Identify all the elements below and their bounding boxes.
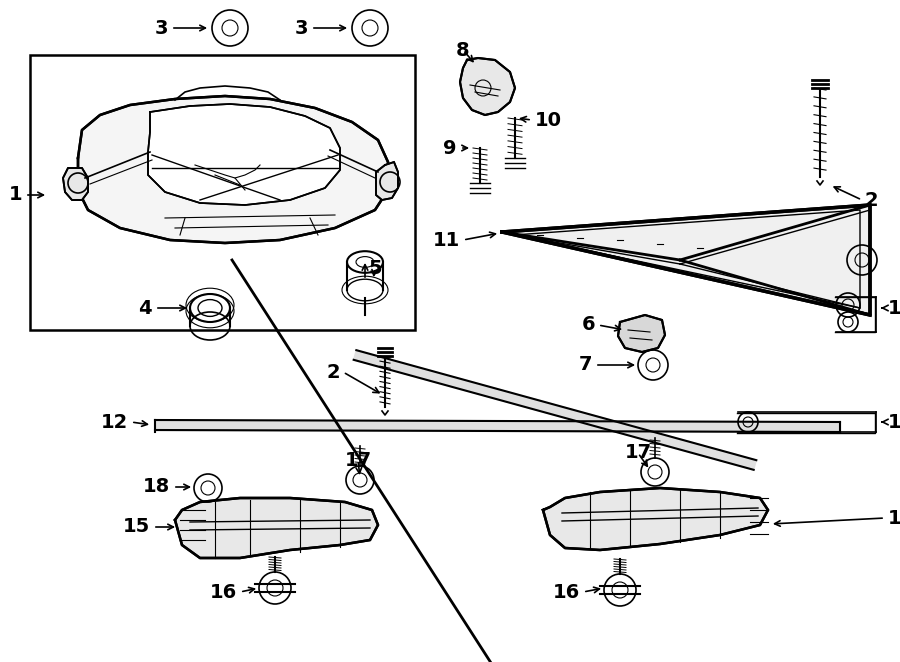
Polygon shape bbox=[502, 205, 870, 315]
Text: 11: 11 bbox=[433, 230, 460, 250]
Text: 10: 10 bbox=[535, 111, 562, 130]
Text: 13: 13 bbox=[888, 299, 900, 318]
Polygon shape bbox=[63, 168, 88, 200]
Polygon shape bbox=[543, 488, 768, 550]
Text: 16: 16 bbox=[210, 583, 237, 602]
Text: 8: 8 bbox=[456, 40, 470, 60]
Text: 4: 4 bbox=[139, 299, 152, 318]
Text: 3: 3 bbox=[294, 19, 308, 38]
Polygon shape bbox=[175, 498, 378, 558]
Text: 1: 1 bbox=[8, 185, 22, 205]
Text: 7: 7 bbox=[579, 355, 592, 375]
Polygon shape bbox=[460, 58, 515, 115]
Polygon shape bbox=[354, 350, 756, 470]
Text: 17: 17 bbox=[345, 451, 372, 469]
Text: 9: 9 bbox=[444, 138, 457, 158]
Text: 5: 5 bbox=[368, 258, 382, 277]
Text: 3: 3 bbox=[155, 19, 168, 38]
Text: 12: 12 bbox=[101, 412, 128, 432]
Text: 15: 15 bbox=[122, 518, 150, 536]
Text: 2: 2 bbox=[327, 363, 340, 381]
Text: 6: 6 bbox=[581, 316, 595, 334]
Text: 13: 13 bbox=[888, 412, 900, 432]
Polygon shape bbox=[376, 162, 398, 200]
Text: 16: 16 bbox=[553, 583, 580, 602]
Text: 2: 2 bbox=[865, 191, 878, 209]
Bar bbox=[30, 55, 415, 330]
Polygon shape bbox=[618, 315, 665, 352]
Polygon shape bbox=[78, 96, 388, 243]
Text: 17: 17 bbox=[625, 444, 652, 463]
Polygon shape bbox=[148, 104, 340, 205]
Text: 14: 14 bbox=[888, 508, 900, 528]
Text: 18: 18 bbox=[143, 477, 170, 496]
